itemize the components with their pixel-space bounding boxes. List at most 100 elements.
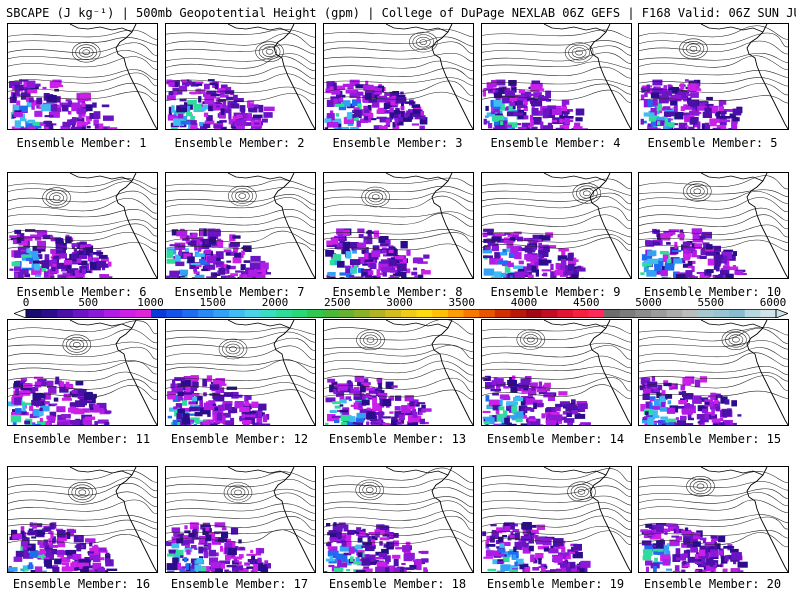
cape-field	[166, 79, 275, 129]
colorbar-segment	[104, 309, 121, 318]
ensemble-member-map	[7, 23, 158, 130]
colorbar-segment	[635, 309, 652, 318]
colorbar-segment	[651, 309, 667, 318]
ensemble-member-label: Ensemble Member: 2	[174, 136, 305, 150]
colorbar-segment	[291, 309, 308, 318]
cape-field	[166, 228, 271, 278]
coastline	[69, 467, 133, 476]
coastline	[746, 467, 788, 572]
coastline	[273, 320, 315, 425]
ensemble-member-map	[7, 172, 158, 279]
coastline	[589, 24, 631, 129]
colorbar-segment	[588, 309, 605, 318]
ensemble-member-map	[165, 319, 316, 426]
colorbar-segment	[729, 309, 746, 318]
coastline	[273, 24, 315, 129]
ensemble-member-map	[165, 172, 316, 279]
ensemble-member-label: Ensemble Member: 12	[170, 432, 309, 446]
ensemble-member-label: Ensemble Member: 13	[328, 432, 467, 446]
coastline	[115, 24, 157, 129]
height-contours	[482, 178, 631, 251]
colorbar-segment	[276, 309, 292, 318]
coastline	[700, 467, 764, 476]
ensemble-member-map	[638, 466, 789, 573]
colorbar-segment	[260, 309, 277, 318]
height-contours	[166, 471, 315, 545]
colorbar-segment	[72, 309, 89, 318]
ensemble-member-label: Ensemble Member: 3	[332, 136, 463, 150]
colorbar-segment	[432, 309, 449, 318]
cape-field	[9, 229, 113, 278]
height-contours	[8, 320, 157, 400]
cape-field	[639, 376, 742, 425]
colorbar-segment	[57, 309, 74, 318]
coastline	[69, 173, 133, 182]
coastline	[746, 320, 788, 425]
colorbar-segment	[385, 309, 402, 318]
coastline	[273, 173, 315, 278]
cape-height-map	[639, 173, 788, 278]
cape-height-map	[639, 467, 788, 572]
cape-height-map	[166, 320, 315, 425]
colorbar-segment	[619, 309, 636, 318]
colorbar-tick-label: 3500	[448, 296, 476, 309]
ensemble-member-label: Ensemble Member: 4	[490, 136, 621, 150]
height-contours	[324, 177, 473, 253]
cape-height-map	[8, 467, 157, 572]
height-contours	[324, 467, 473, 547]
colorbar-segment	[510, 309, 527, 318]
colorbar-segment	[526, 309, 542, 318]
coastline	[385, 320, 449, 329]
colorbar-segment	[182, 309, 199, 318]
cape-field	[482, 228, 586, 278]
cape-field	[640, 523, 748, 572]
cape-field	[9, 79, 118, 129]
coastline	[700, 173, 764, 182]
colorbar-tick-label: 6000	[759, 296, 787, 309]
ensemble-member-map	[481, 23, 632, 130]
coastline	[543, 467, 607, 476]
colorbar-segment	[494, 309, 511, 318]
colorbar-right-arrow	[775, 309, 788, 318]
height-contours	[324, 28, 473, 103]
cape-height-map	[324, 173, 473, 278]
colorbar-segment	[604, 309, 621, 318]
colorbar-tick-label: 0	[22, 296, 30, 309]
coastline	[385, 24, 449, 33]
coastline	[385, 467, 449, 476]
coastline	[543, 173, 607, 182]
cape-height-map	[8, 320, 157, 425]
colorbar-segment	[88, 309, 105, 318]
ensemble-member-label: Ensemble Member: 20	[643, 577, 782, 591]
cape-height-map	[482, 320, 631, 425]
colorbar-segment	[447, 309, 464, 318]
ensemble-member-map	[165, 23, 316, 130]
cape-field	[325, 228, 431, 278]
cape-field	[640, 228, 747, 278]
cape-height-map	[639, 320, 788, 425]
colorbar-segment	[135, 309, 152, 318]
colorbar-segment	[416, 309, 433, 318]
cape-field	[8, 522, 118, 572]
colorbar-segment	[213, 309, 230, 318]
colorbar-segment	[26, 309, 42, 318]
colorbar-segment	[151, 309, 167, 318]
ensemble-member-map	[323, 319, 474, 426]
ensemble-member-label: Ensemble Member: 19	[486, 577, 625, 591]
colorbar-tick-label: 2000	[261, 296, 289, 309]
coastline	[589, 467, 631, 572]
height-contours	[482, 29, 631, 103]
coastline	[431, 320, 473, 425]
height-contours	[639, 175, 788, 251]
cape-height-map	[482, 173, 631, 278]
colorbar-segment	[463, 309, 480, 318]
colorbar-frame	[25, 309, 777, 318]
colorbar-segment	[244, 309, 261, 318]
height-contours	[166, 29, 315, 105]
ensemble-member-map	[481, 172, 632, 279]
coastline	[431, 24, 473, 129]
coastline	[746, 24, 788, 129]
coastline	[69, 24, 133, 33]
height-contours	[482, 468, 631, 545]
ensemble-member-map	[7, 319, 158, 426]
